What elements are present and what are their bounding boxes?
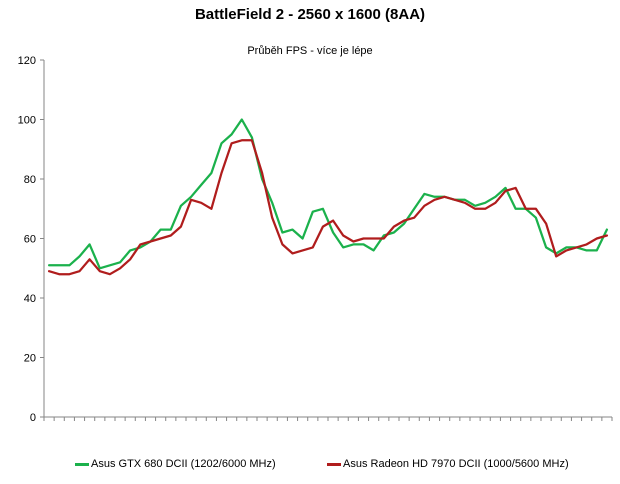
legend: Asus GTX 680 DCII (1202/6000 MHz) Asus R… (0, 458, 620, 476)
y-tick-label: 0 (30, 412, 36, 424)
y-tick-label: 80 (24, 174, 36, 186)
chart-title: BattleField 2 - 2560 x 1600 (8AA) (194, 6, 426, 23)
y-tick-label: 40 (24, 293, 36, 305)
legend-label: Asus GTX 680 DCII (1202/6000 MHz) (91, 458, 276, 470)
y-tick-label: 100 (18, 115, 36, 127)
legend-swatch (327, 462, 341, 466)
y-tick-label: 20 (24, 353, 36, 365)
legend-item-radeon-7970: Asus Radeon HD 7970 DCII (1000/5600 MHz) (327, 458, 569, 470)
axes: 0 20 40 60 80 100 120 (18, 55, 613, 424)
series-lines (47, 118, 609, 276)
legend-swatch (75, 462, 89, 466)
legend-item-gtx-680: Asus GTX 680 DCII (1202/6000 MHz) (75, 458, 276, 470)
y-tick-label: 120 (18, 55, 36, 67)
chart-subtitle: Průběh FPS - více je lépe (247, 45, 373, 57)
series-line-1 (47, 139, 609, 276)
legend-label: Asus Radeon HD 7970 DCII (1000/5600 MHz) (343, 458, 569, 470)
y-tick-label: 60 (24, 234, 36, 246)
series-line-0 (47, 118, 609, 270)
